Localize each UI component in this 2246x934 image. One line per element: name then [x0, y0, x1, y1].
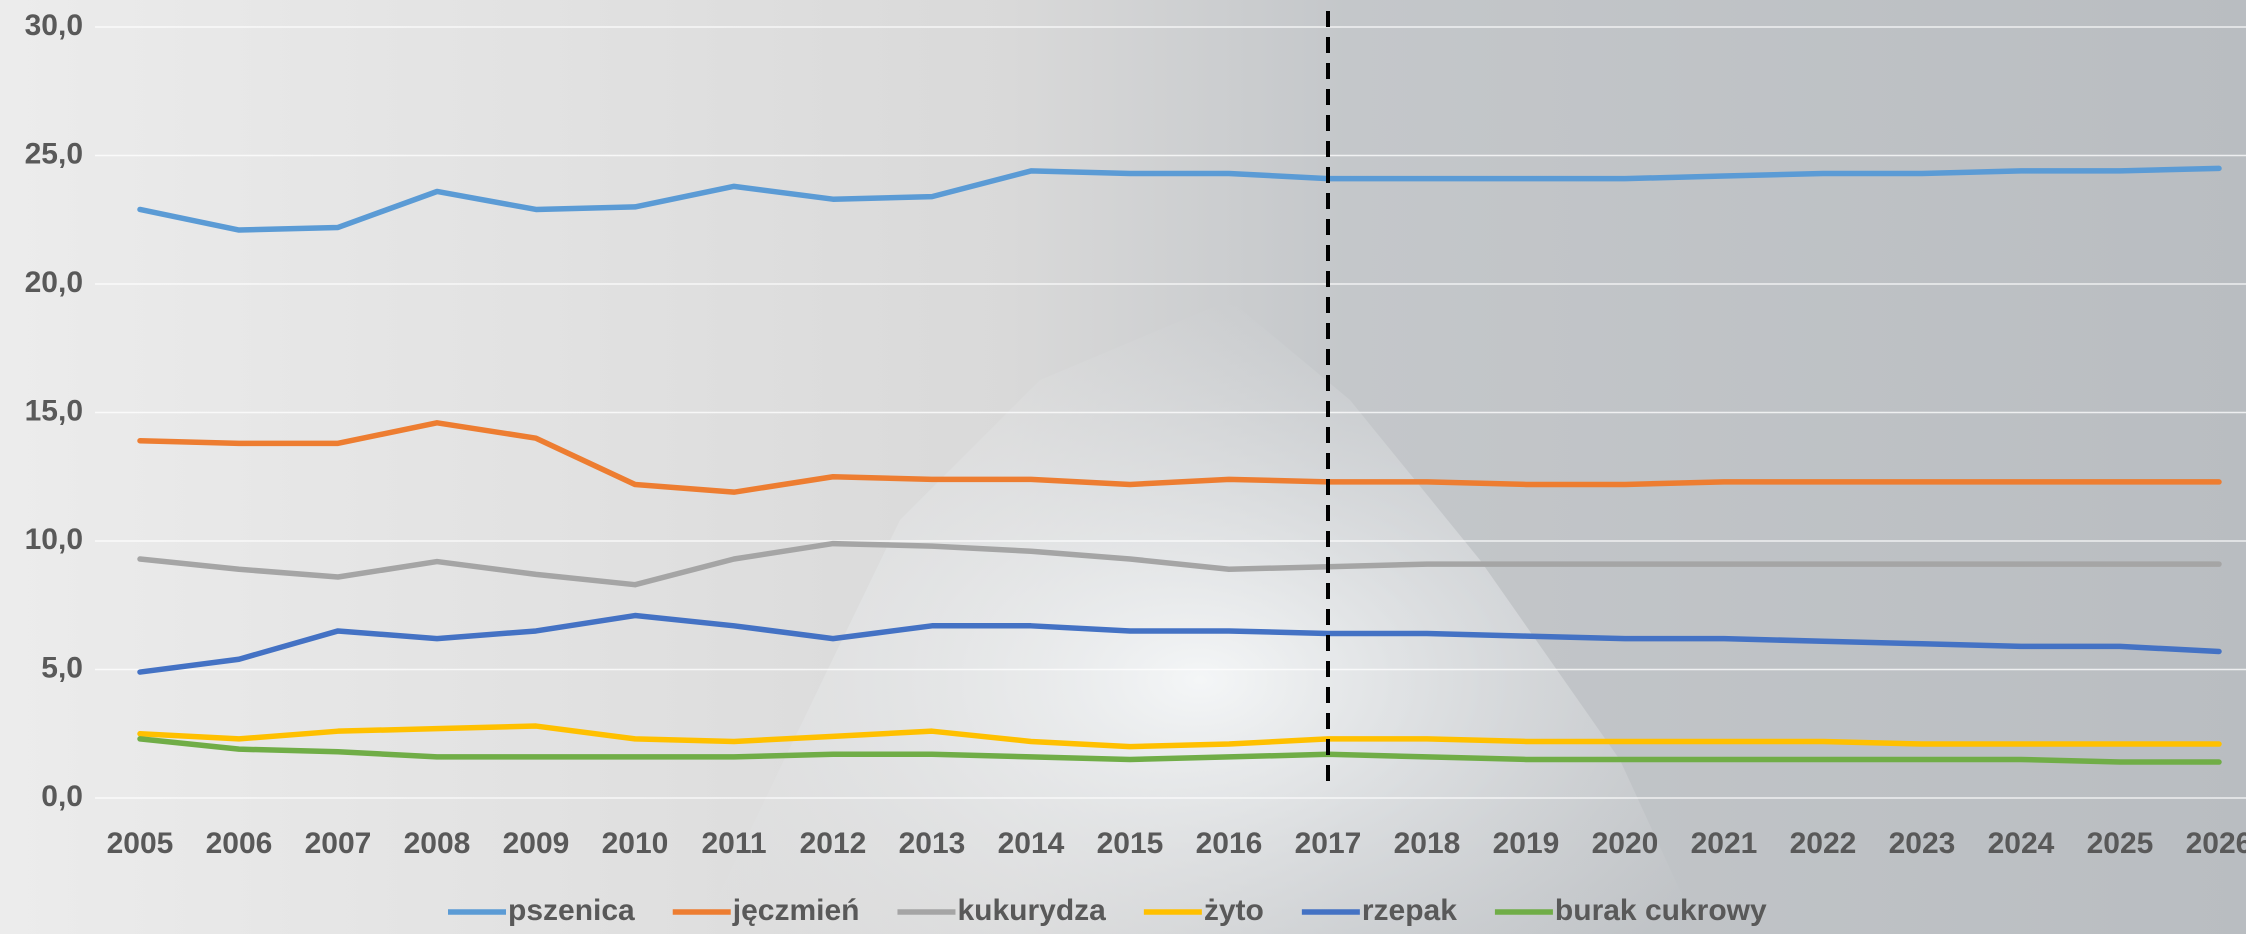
x-tick-label: 2014 [998, 827, 1065, 860]
legend-label: jęczmień [732, 894, 860, 927]
series-line [137, 420, 2222, 495]
x-tick-label: 2009 [503, 827, 570, 860]
series-line [137, 723, 2222, 750]
x-tick-label: 2016 [1196, 827, 1263, 860]
series-line [137, 165, 2222, 233]
legend-label: burak cukrowy [1555, 894, 1767, 927]
y-tick-label: 30,0 [25, 9, 83, 42]
y-tick-label: 10,0 [25, 523, 83, 556]
x-tick-label: 2026 [2186, 827, 2246, 860]
series-line [137, 736, 2222, 765]
y-tick-label: 15,0 [25, 394, 83, 427]
background-ice [700, 300, 1700, 934]
x-tick-label: 2008 [404, 827, 471, 860]
x-tick-label: 2010 [602, 827, 669, 860]
x-tick-label: 2013 [899, 827, 966, 860]
legend-label: rzepak [1362, 894, 1457, 927]
x-tick-label: 2025 [2087, 827, 2154, 860]
legend-label: kukurydza [957, 894, 1106, 927]
y-tick-label: 5,0 [41, 651, 83, 684]
y-tick-label: 25,0 [25, 137, 83, 170]
x-tick-label: 2005 [107, 827, 174, 860]
y-tick-label: 20,0 [25, 266, 83, 299]
x-tick-label: 2018 [1394, 827, 1461, 860]
x-tick-label: 2022 [1790, 827, 1857, 860]
x-tick-label: 2012 [800, 827, 867, 860]
x-tick-label: 2017 [1295, 827, 1362, 860]
legend-label: żyto [1204, 894, 1264, 927]
x-tick-label: 2019 [1493, 827, 1560, 860]
series-line [137, 540, 2222, 588]
x-tick-label: 2024 [1988, 827, 2055, 860]
x-tick-label: 2015 [1097, 827, 1164, 860]
x-tick-label: 2007 [305, 827, 372, 860]
x-tick-label: 2020 [1592, 827, 1659, 860]
x-tick-label: 2023 [1889, 827, 1956, 860]
x-tick-label: 2006 [206, 827, 273, 860]
legend-label: pszenica [508, 894, 635, 927]
x-tick-label: 2021 [1691, 827, 1758, 860]
series-line [137, 612, 2222, 675]
x-tick-label: 2011 [701, 827, 766, 860]
y-tick-label: 0,0 [41, 780, 83, 813]
